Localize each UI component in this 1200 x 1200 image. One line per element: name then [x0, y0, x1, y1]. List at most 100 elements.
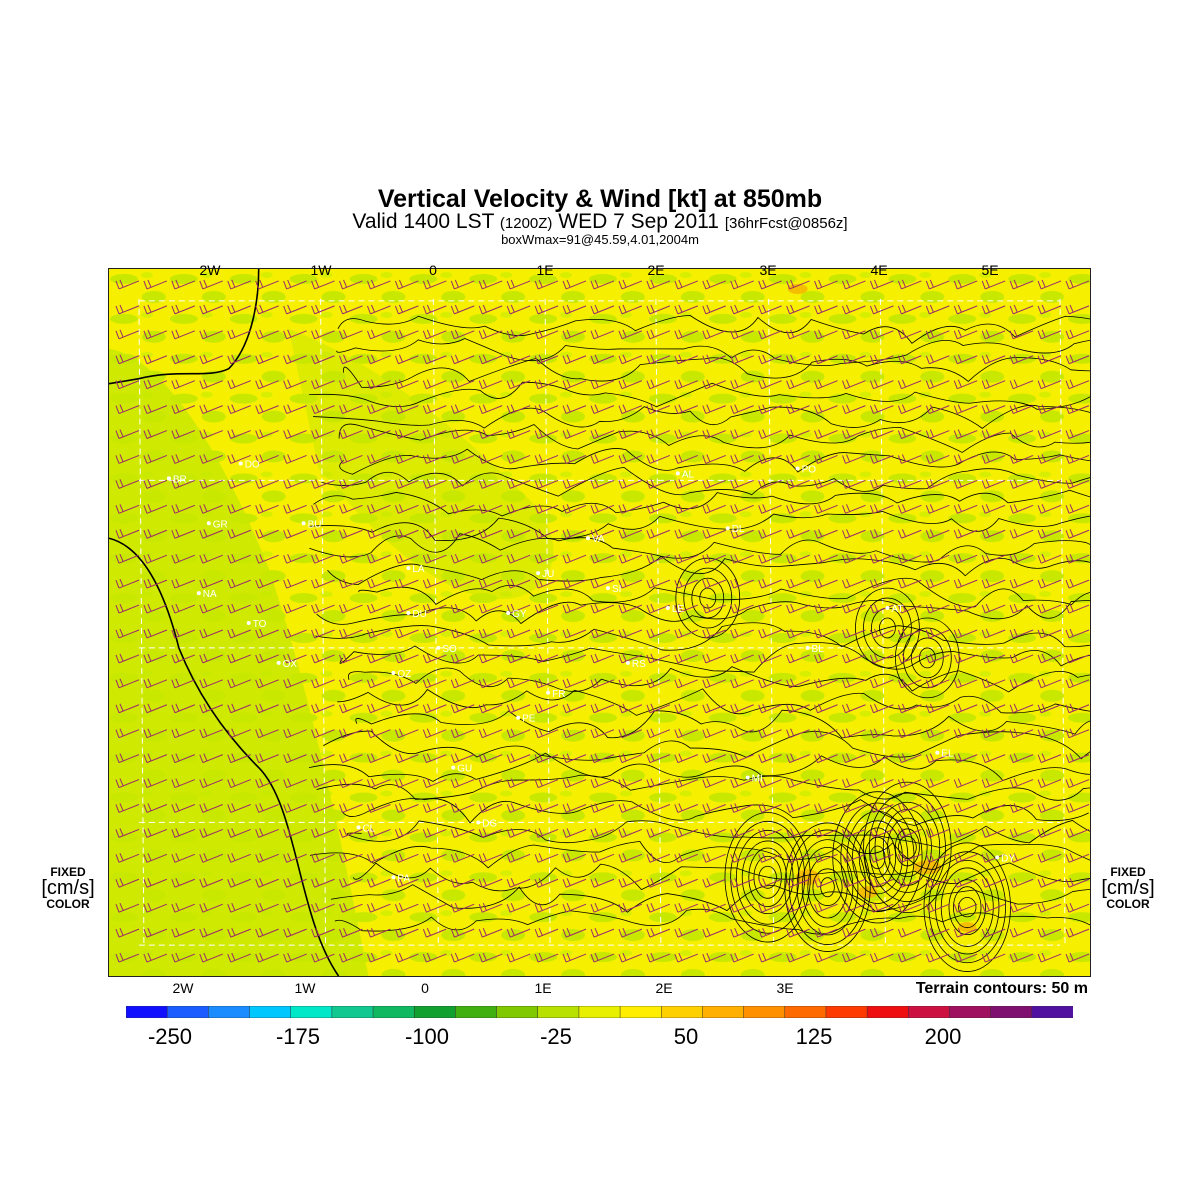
- wind-barb: [618, 379, 643, 390]
- svg-text:AT: AT: [891, 604, 903, 615]
- svg-text:OX: OX: [283, 659, 298, 670]
- wind-barb: [339, 578, 363, 589]
- wind-barb: [506, 927, 531, 938]
- wind-barb: [199, 379, 223, 390]
- wind-barb: [814, 703, 838, 714]
- wind-barb: [534, 603, 559, 614]
- wind-barb: [674, 379, 698, 390]
- wind-barb: [590, 304, 615, 315]
- wind-barb: [1009, 603, 1034, 614]
- wind-barb: [674, 728, 698, 739]
- svg-text:MI: MI: [752, 774, 763, 785]
- mountain-contour: [730, 820, 806, 934]
- wind-barb: [199, 753, 223, 764]
- wind-barb: [171, 753, 196, 764]
- wind-barb: [339, 703, 363, 714]
- wind-barb: [255, 878, 279, 888]
- wind-barb: [171, 454, 196, 464]
- wind-barb: [171, 778, 196, 788]
- wind-barb: [758, 653, 782, 664]
- wind-barb: [339, 803, 363, 813]
- wind-barb: [394, 279, 419, 290]
- wind-barb: [786, 404, 810, 415]
- wind-barb: [702, 304, 726, 315]
- wind-barb: [506, 329, 531, 340]
- wind-barb: [618, 853, 643, 863]
- wind-barb: [730, 578, 754, 589]
- wind-barb: [981, 279, 1006, 290]
- wind-barb: [925, 404, 950, 415]
- wind-barb: [478, 304, 503, 315]
- wind-barb: [869, 279, 894, 290]
- wind-barb: [646, 553, 671, 564]
- wind-barb: [255, 504, 279, 514]
- wind-barb: [339, 304, 363, 315]
- wind-barb: [115, 753, 140, 764]
- wind-barb: [171, 553, 196, 564]
- wind-barb: [925, 828, 950, 838]
- wind-barb: [869, 878, 894, 888]
- wind-barb: [842, 354, 866, 365]
- wind-barb: [702, 578, 726, 589]
- wind-barb: [702, 504, 726, 514]
- wind-barb: [562, 329, 587, 340]
- wind-barb: [897, 379, 922, 390]
- wind-barb: [367, 429, 391, 439]
- mountain-contour: [832, 791, 923, 924]
- svg-text:VA: VA: [592, 534, 605, 545]
- wind-barb: [590, 803, 615, 813]
- terrain-contour: [309, 533, 1090, 563]
- wind-barb: [199, 728, 223, 739]
- wind-barb: [478, 828, 503, 838]
- svg-text:DO: DO: [245, 459, 260, 470]
- wind-barb: [227, 404, 251, 415]
- colorbar-swatch: [908, 1006, 951, 1018]
- wind-barb: [171, 578, 196, 589]
- wind-barb: [925, 778, 950, 788]
- wind-barb: [897, 628, 922, 639]
- wind-barb: [842, 454, 866, 464]
- wind-barb: [450, 952, 475, 963]
- wind-barb: [869, 479, 894, 489]
- wind-barb: [869, 504, 894, 514]
- wind-barb: [1009, 279, 1034, 290]
- wind-barb: [339, 903, 363, 913]
- wind-barb: [394, 903, 419, 913]
- wind-barb: [534, 903, 559, 913]
- wind-barb: [786, 354, 810, 365]
- wind-barb: [450, 903, 475, 913]
- wind-barb: [311, 878, 335, 888]
- left-units-label: FIXED [cm/s] COLOR: [28, 866, 108, 910]
- wind-barb: [534, 703, 559, 714]
- wind-barb: [953, 404, 978, 415]
- wind-barb: [981, 853, 1006, 863]
- svg-text:GR: GR: [213, 519, 228, 530]
- wind-barb: [367, 578, 391, 589]
- wind-barb: [981, 404, 1006, 415]
- wind-barb: [339, 354, 363, 365]
- wind-barb: [618, 354, 643, 365]
- wind-barb: [814, 778, 838, 788]
- wind-barb: [478, 803, 503, 813]
- svg-text:PA: PA: [397, 873, 410, 884]
- wind-barb: [842, 628, 866, 639]
- wind-barb: [339, 927, 363, 938]
- wind-barb: [199, 553, 223, 564]
- wind-barb: [143, 728, 168, 739]
- wind-barb: [199, 354, 223, 365]
- wind-barb: [842, 404, 866, 415]
- wind-barb: [674, 952, 698, 963]
- wind-barb: [1065, 778, 1090, 788]
- wind-barb: [953, 878, 978, 888]
- wind-barb: [730, 603, 754, 614]
- wind-barb: [925, 853, 950, 863]
- graticule-line: [320, 298, 327, 948]
- wind-barb: [758, 878, 782, 888]
- wind-barb: [534, 728, 559, 739]
- wind-barb: [143, 678, 168, 689]
- wind-barb: [227, 853, 251, 863]
- wind-barb: [534, 828, 559, 838]
- wind-barb: [534, 504, 559, 514]
- wind-barb: [869, 952, 894, 963]
- wind-barb: [646, 479, 671, 489]
